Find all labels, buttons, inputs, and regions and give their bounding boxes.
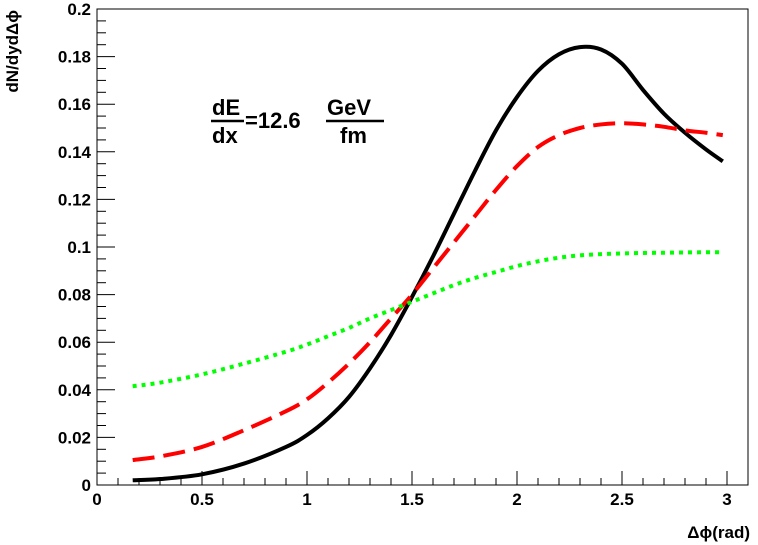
y-axis-label: dN/dydΔϕ — [3, 10, 22, 93]
x-axis-label: Δϕ(rad) — [687, 523, 750, 542]
y-tick-label: 0 — [82, 476, 91, 495]
y-tick-label: 0.2 — [67, 0, 91, 19]
y-tick-label: 0.08 — [58, 286, 91, 305]
annotation-rhs-denominator: fm — [340, 123, 367, 148]
x-tick-label: 1 — [302, 490, 311, 509]
y-tick-label: 0.02 — [58, 428, 91, 447]
series-line-solid — [132, 44, 724, 483]
y-tick-label: 0.12 — [58, 190, 91, 209]
y-tick-label: 0.1 — [67, 238, 91, 257]
y-tick-label: 0.06 — [58, 333, 91, 352]
plot-frame — [96, 8, 749, 486]
y-tick-label: 0.04 — [58, 381, 92, 400]
x-tick-label: 0.5 — [190, 490, 214, 509]
series-line-dashed — [132, 121, 724, 462]
annotation-lhs-numerator: dE — [212, 95, 240, 120]
x-tick-label: 3 — [722, 490, 731, 509]
y-tick-label: 0.14 — [58, 143, 92, 162]
y-tick-label: 0.16 — [58, 95, 91, 114]
annotation-energy-loss: dE dx =12.6 GeV fm — [211, 95, 384, 148]
x-tick-label: 1.5 — [400, 490, 424, 509]
x-tick-label: 2.5 — [610, 490, 634, 509]
annotation-lhs-denominator: dx — [212, 123, 238, 148]
x-tick-label: 0 — [92, 490, 101, 509]
annotation-rhs-numerator: GeV — [327, 95, 371, 120]
y-tick-label: 0.18 — [58, 48, 91, 67]
annotation-middle: =12.6 — [245, 108, 301, 133]
x-tick-label: 2 — [512, 490, 521, 509]
